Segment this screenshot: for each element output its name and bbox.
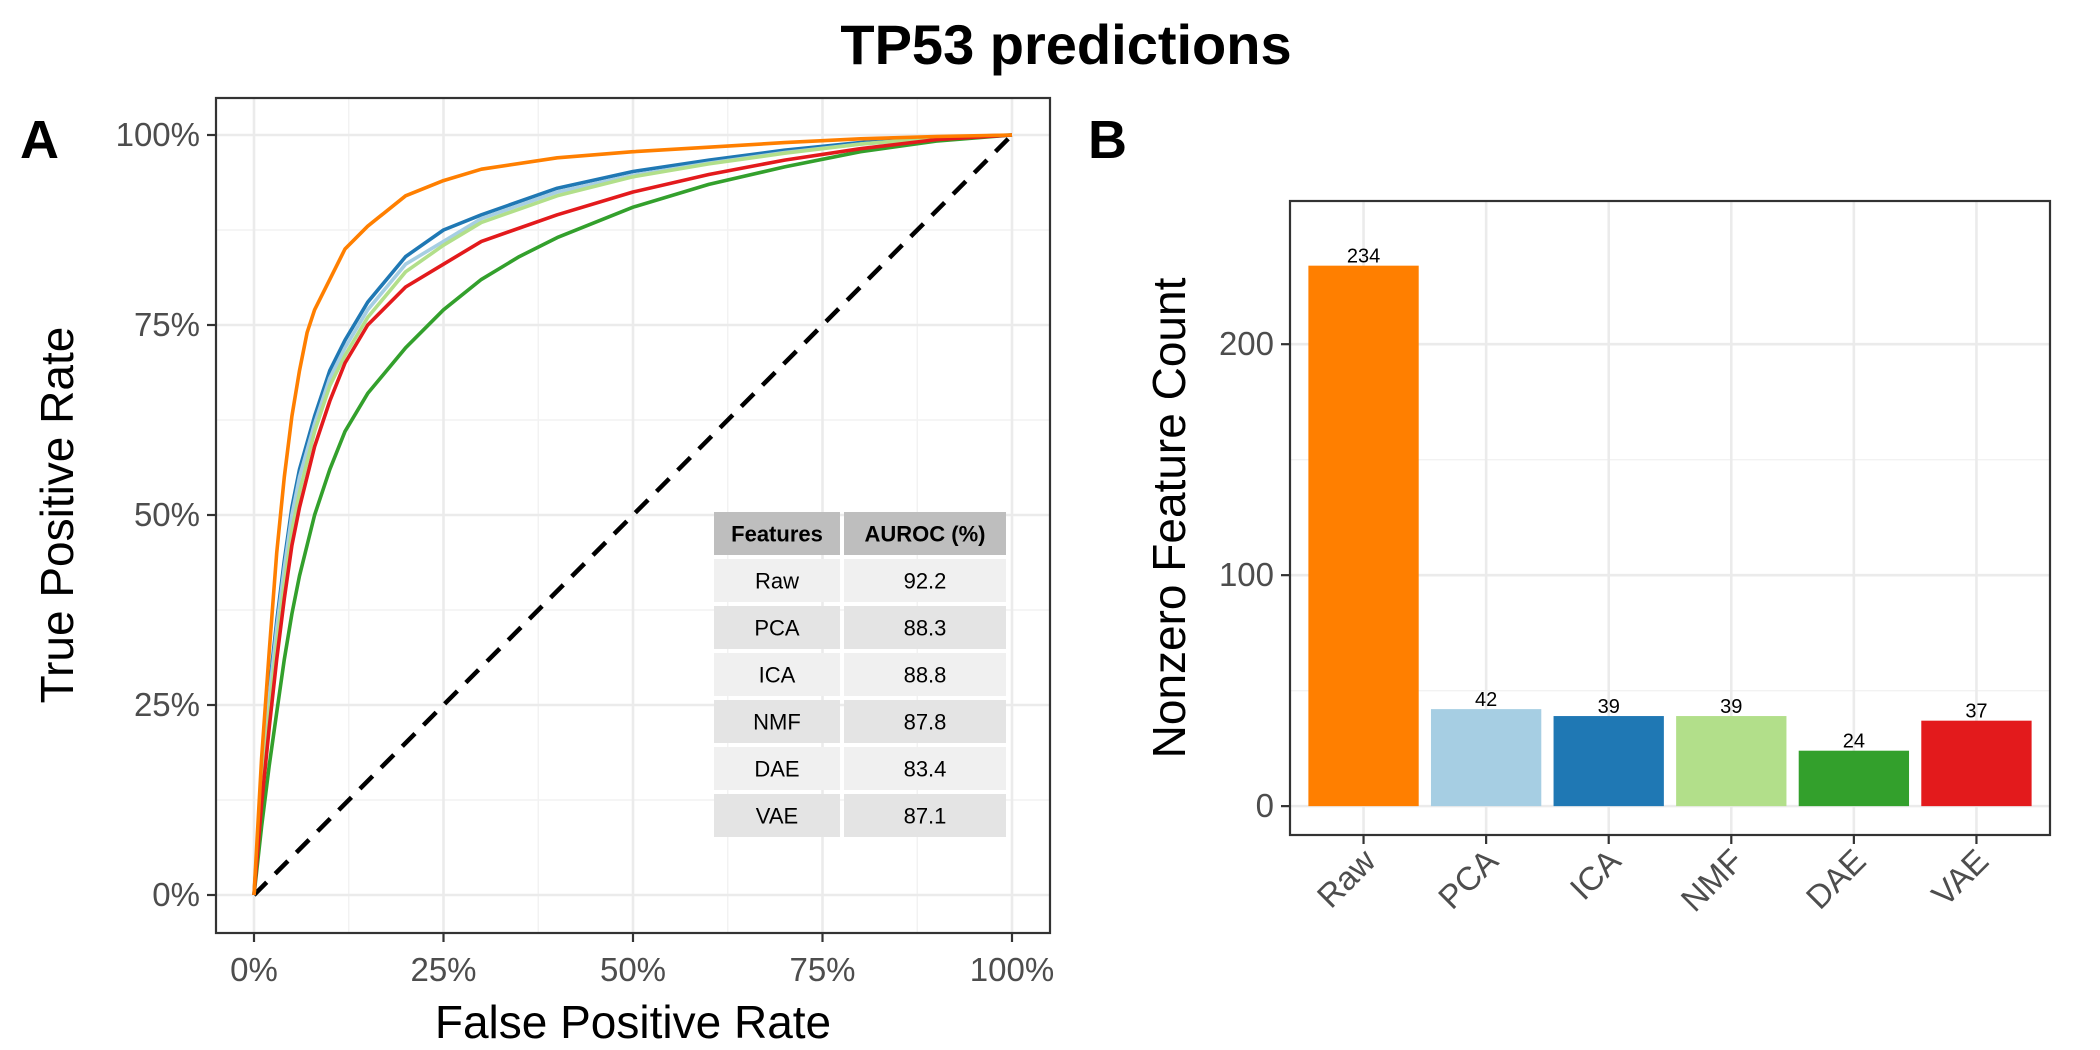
auroc-table-cell	[844, 653, 1006, 696]
bar-data-label: 42	[1475, 689, 1497, 711]
auroc-table-feature: ICA	[759, 663, 796, 688]
auroc-table-feature: VAE	[756, 804, 798, 829]
auroc-table-cell	[714, 653, 840, 696]
auroc-table-cell	[844, 559, 1006, 602]
bar-data-label: 39	[1720, 696, 1742, 718]
auroc-table-value: 83.4	[904, 757, 947, 782]
auroc-table-header-text: Features	[731, 522, 823, 547]
roc-y-axis-title: True Positive Rate	[31, 327, 83, 704]
auroc-table-cell	[714, 559, 840, 602]
auroc-table-cell	[844, 606, 1006, 649]
bar-data-label: 234	[1347, 246, 1380, 268]
bar-y-tick-label: 0	[1256, 787, 1274, 824]
roc-x-tick-label: 25%	[410, 951, 476, 988]
roc-y-tick-label: 25%	[134, 686, 200, 723]
bar-y-axis-title: Nonzero Feature Count	[1143, 277, 1195, 758]
roc-x-tick-label: 0%	[230, 951, 278, 988]
auroc-table-header-text: AUROC (%)	[865, 522, 986, 547]
auroc-table-value: 88.8	[904, 663, 947, 688]
auroc-table-header-cell	[844, 512, 1006, 555]
bar-data-label: 39	[1598, 696, 1620, 718]
auroc-table-value: 92.2	[904, 569, 947, 594]
auroc-table-cell	[714, 794, 840, 837]
roc-line-vae	[252, 133, 1013, 896]
bar-vae	[1921, 720, 2032, 807]
auroc-table-cell	[844, 700, 1006, 743]
roc-line-dae	[252, 133, 1013, 896]
auroc-table-header-cell	[714, 512, 840, 555]
bar-ica	[1553, 716, 1664, 807]
roc-x-tick-label: 75%	[789, 951, 855, 988]
bar-data-label: 24	[1843, 731, 1865, 753]
roc-y-tick-label: 75%	[134, 306, 200, 343]
figure-title: TP53 predictions	[840, 13, 1291, 76]
roc-y-tick-label: 0%	[152, 876, 200, 913]
auroc-table-value: 88.3	[904, 616, 947, 641]
panel-a-tag: A	[20, 110, 59, 170]
bar-plot-frame	[1288, 199, 2052, 837]
bar-data-label: 37	[1965, 701, 1987, 723]
bar-pca	[1430, 709, 1542, 807]
auroc-table-feature: NMF	[753, 710, 801, 735]
bar-nmf	[1676, 716, 1787, 807]
bar-raw	[1308, 265, 1419, 807]
roc-series	[252, 133, 1013, 896]
auroc-table-feature: PCA	[754, 616, 800, 641]
auroc-table-cell	[714, 747, 840, 790]
roc-panel: A Features AUROC (%) Raw 92.2 PCA 88.3 ICA 88.8…	[20, 96, 1055, 1048]
roc-line-nmf	[252, 133, 1013, 896]
panel-b-tag: B	[1088, 110, 1127, 170]
bar-dae	[1798, 750, 1910, 807]
roc-y-tick-label: 50%	[134, 496, 200, 533]
bar-y-tick-label: 200	[1219, 325, 1274, 362]
auroc-table-cell	[714, 700, 840, 743]
auroc-table-value: 87.1	[904, 804, 947, 829]
auroc-table-cell	[714, 606, 840, 649]
roc-x-tick-label: 100%	[970, 951, 1054, 988]
auroc-table-cell	[844, 747, 1006, 790]
roc-x-axis-title: False Positive Rate	[435, 996, 831, 1048]
auroc-table-value: 87.8	[904, 710, 947, 735]
auroc-table: Features AUROC (%) Raw 92.2 PCA 88.3 ICA 88.8 NM…	[714, 512, 1006, 837]
roc-y-tick-label: 100%	[116, 116, 200, 153]
roc-line-raw	[252, 133, 1013, 896]
roc-axes: 0% 25% 50% 75% 100% 0% 25% 50% 75% 100%	[116, 116, 1055, 988]
auroc-table-cell	[844, 794, 1006, 837]
roc-x-tick-label: 50%	[600, 951, 666, 988]
bar-y-tick-label: 100	[1219, 556, 1274, 593]
auroc-table-feature: DAE	[754, 757, 799, 782]
auroc-table-feature: Raw	[755, 569, 799, 594]
bar-series: 234 42 39 39 24 37	[1308, 246, 2032, 807]
